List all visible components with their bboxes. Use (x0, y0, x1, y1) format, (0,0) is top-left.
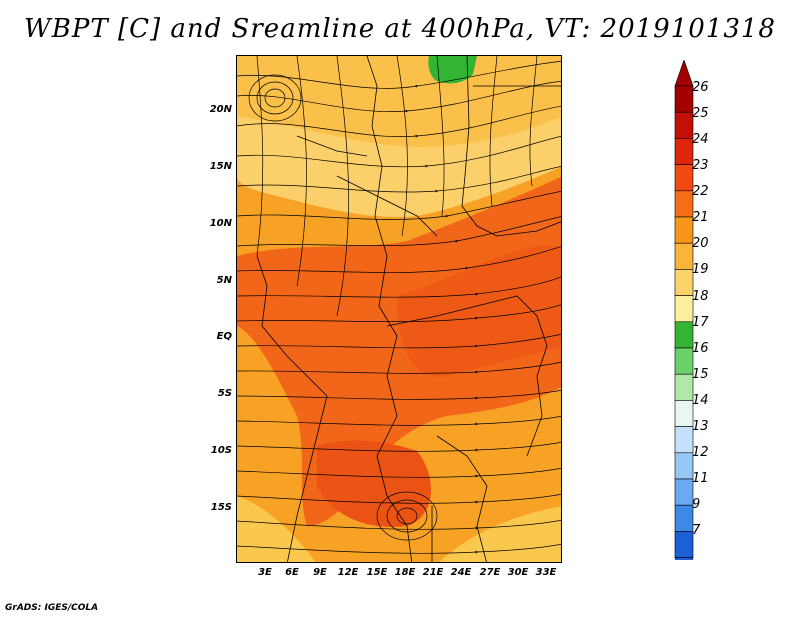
colorbar-label: 19 (692, 262, 709, 277)
colorbar-label: 26 (692, 80, 709, 95)
colorbar-label: 13 (692, 419, 709, 434)
colorbar-label: 22 (692, 184, 709, 199)
colorbar-label: 23 (692, 158, 709, 173)
lat-label: 5S (217, 388, 232, 399)
colorbar-label: 21 (692, 210, 709, 225)
colorbar-cell (674, 190, 694, 218)
vortex-north (248, 74, 302, 122)
colorbar-label: 12 (692, 445, 709, 460)
colorbar-label: 24 (692, 132, 709, 147)
lat-label: 15S (210, 502, 232, 513)
colorbar-cell (674, 373, 694, 401)
colorbar-cell (674, 295, 694, 323)
colorbar (674, 60, 694, 560)
colorbar-label: 18 (692, 289, 709, 304)
colorbar-label: 16 (692, 341, 709, 356)
lon-label: 24E (450, 567, 472, 578)
colorbar-cell (674, 216, 694, 244)
field-zone-23 (397, 246, 561, 377)
lat-label: 10N (209, 218, 232, 229)
colorbar-cell (674, 426, 694, 454)
field-zone-south-w (237, 496, 316, 562)
colorbar-cell (674, 321, 694, 349)
country-borders (256, 56, 561, 562)
colorbar-cell (674, 400, 694, 427)
colorbar-max-triangle (674, 60, 694, 87)
colorbar-label: 11 (692, 471, 709, 486)
field-zone-23b (317, 440, 431, 527)
lon-label: 9E (313, 567, 327, 578)
lon-label: 6E (285, 567, 299, 578)
colorbar-cell (674, 111, 694, 139)
field-zone-20 (237, 56, 561, 147)
colorbar-cell (674, 531, 694, 558)
colorbar-label: 25 (692, 106, 709, 121)
lon-label: 33E (535, 567, 557, 578)
lon-label: 30E (507, 567, 529, 578)
lat-label: EQ (216, 331, 232, 342)
lat-label: 20N (209, 104, 232, 115)
streamlines (237, 56, 561, 554)
lon-label: 15E (366, 567, 388, 578)
colorbar-min-triangle (674, 557, 694, 560)
lat-label: 10S (210, 445, 232, 456)
grads-credit: GrADS: IGES/COLA (5, 603, 99, 613)
lat-label: 5N (216, 275, 232, 286)
field-zone-17 (428, 56, 477, 84)
colorbar-cell (674, 347, 694, 375)
lat-label: 15N (209, 161, 232, 172)
map-canvas (237, 56, 561, 562)
colorbar-cell (674, 85, 694, 113)
lon-label: 27E (479, 567, 501, 578)
chart-title: WBPT [C] and Sreamline at 400hPa, VT: 20… (24, 14, 776, 44)
lon-label: 3E (258, 567, 272, 578)
colorbar-cell (674, 452, 694, 480)
colorbar-cell (674, 242, 694, 270)
colorbar-label: 20 (692, 236, 709, 251)
colorbar-label: 17 (692, 315, 709, 330)
lon-label: 18E (394, 567, 416, 578)
colorbar-cell (674, 164, 694, 192)
colorbar-cell (674, 504, 694, 532)
colorbar-cell (674, 269, 694, 296)
map-panel (236, 55, 562, 563)
colorbar-cell (674, 478, 694, 506)
colorbar-cell (674, 138, 694, 165)
colorbar-label: 15 (692, 367, 709, 382)
lon-label: 21E (422, 567, 444, 578)
vortex-south (376, 491, 438, 541)
colorbar-label: 9 (692, 497, 701, 512)
colorbar-label: 14 (692, 393, 709, 408)
colorbar-label: 7 (692, 523, 701, 538)
lon-label: 12E (337, 567, 359, 578)
